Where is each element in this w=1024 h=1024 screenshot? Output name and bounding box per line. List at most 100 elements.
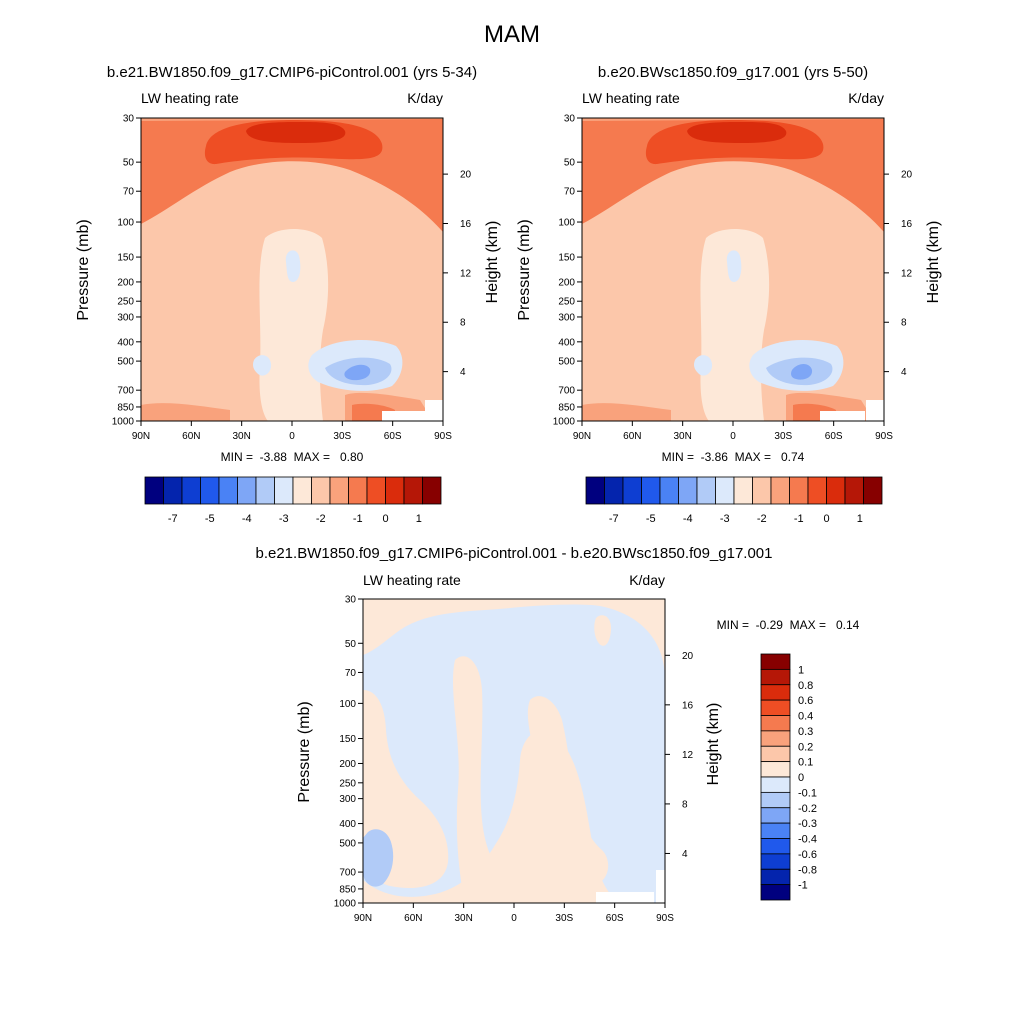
colorbar-label: -0.3 — [798, 818, 817, 830]
colorbar-swatch — [585, 476, 605, 505]
fill-top-edge — [141, 118, 443, 121]
colorbar-swatch — [604, 476, 624, 505]
colorbar-label: -5 — [205, 513, 215, 525]
colorbar-swatch — [274, 476, 294, 505]
colorbar-label: -7 — [168, 513, 178, 525]
colorbar-swatch — [348, 476, 368, 505]
colorbar-swatch — [760, 684, 791, 701]
y-tick-label: 700 — [339, 868, 356, 879]
colorbar-swatch — [760, 884, 791, 901]
y-tick-label: 150 — [558, 253, 575, 264]
y-right-tick-label: 4 — [901, 367, 907, 378]
colorbar: -7 -5 -4 -3 -2 -1 0 1 — [144, 476, 442, 525]
figure-title: MAM — [484, 21, 540, 48]
y-tick-label: 850 — [117, 402, 134, 413]
min-max-annotation: MIN = -3.88 MAX = 0.80 — [221, 450, 364, 464]
x-ticks: 90N 60N 30N 0 30S 60S 90S — [354, 903, 674, 924]
colorbar-swatch — [678, 476, 698, 505]
missing-data-edge — [656, 870, 665, 903]
colorbar-swatch — [760, 838, 791, 855]
colorbar-label: 1 — [857, 513, 863, 525]
y-right-tick-label: 8 — [901, 318, 907, 329]
x-tick-label: 90N — [132, 431, 150, 442]
colorbar-label: 0 — [823, 513, 829, 525]
colorbar-swatch — [760, 730, 791, 747]
colorbar-swatch — [760, 868, 791, 886]
y-tick-label: 400 — [558, 337, 575, 348]
y-tick-label: 150 — [339, 734, 356, 745]
x-tick-label: 90S — [656, 913, 674, 924]
colorbar-swatch — [752, 476, 772, 505]
y-tick-label: 100 — [558, 218, 575, 229]
y-ticks: 30 50 70 100 150 200 250 300 400 500 700 850 1000 — [553, 114, 582, 428]
y-tick-label: 300 — [339, 794, 356, 805]
colorbar-swatch — [641, 476, 661, 505]
colorbar-swatch — [760, 745, 791, 763]
colorbar-swatch — [163, 476, 183, 505]
colorbar-swatch — [237, 476, 257, 505]
x-tick-label: 30N — [673, 431, 691, 442]
y-tick-label: 70 — [564, 187, 576, 198]
contour-field — [141, 118, 443, 421]
colorbar-label: -0.6 — [798, 849, 817, 861]
colorbar-label: 0.3 — [798, 726, 813, 738]
colorbar-label: 0.4 — [798, 711, 813, 723]
colorbar-label: -1 — [353, 513, 363, 525]
fill-level-neg4 — [791, 364, 813, 380]
min-max-annotation: MIN = -0.29 MAX = 0.14 — [717, 618, 860, 632]
y-right-axis-label: Height (km) — [925, 221, 942, 304]
y-tick-label: 200 — [558, 277, 575, 288]
y-tick-label: 30 — [345, 595, 357, 606]
min-max-annotation: MIN = -3.86 MAX = 0.74 — [662, 450, 805, 464]
colorbar-swatch — [200, 476, 220, 505]
colorbar: -7 -5 -4 -3 -2 -1 0 1 — [585, 476, 883, 525]
x-tick-label: 90N — [573, 431, 591, 442]
y-right-tick-label: 8 — [460, 318, 466, 329]
y-tick-label: 850 — [339, 884, 356, 895]
right-label: K/day — [629, 572, 665, 588]
y-tick-label: 200 — [339, 759, 356, 770]
y-right-tick-label: 4 — [682, 849, 688, 860]
y-right-tick-label: 4 — [460, 367, 466, 378]
colorbar-label: -4 — [683, 513, 693, 525]
y-tick-label: 50 — [345, 639, 357, 650]
panel-difference: b.e21.BW1850.f09_g17.CMIP6-piControl.001… — [255, 545, 859, 924]
colorbar-swatch — [760, 853, 791, 870]
colorbar-swatch — [659, 476, 679, 505]
x-tick-label: 30S — [774, 431, 792, 442]
x-tick-label: 30S — [555, 913, 573, 924]
x-tick-label: 30S — [333, 431, 351, 442]
x-tick-label: 60S — [825, 431, 843, 442]
colorbar-label: -5 — [646, 513, 656, 525]
y-tick-label: 400 — [339, 819, 356, 830]
colorbar-swatch — [760, 776, 791, 793]
colorbar-swatch — [760, 791, 791, 809]
y-tick-label: 250 — [117, 297, 134, 308]
colorbar-swatch — [789, 476, 809, 505]
y-tick-label: 250 — [558, 297, 575, 308]
y-ticks: 30 50 70 100 150 200 250 300 400 500 700 850 1000 — [334, 595, 363, 910]
y-right-tick-label: 20 — [901, 170, 913, 181]
colorbar-swatch — [760, 653, 791, 670]
colorbar-label: -3 — [720, 513, 730, 525]
left-label: LW heating rate — [363, 572, 461, 588]
colorbar-label: -1 — [794, 513, 804, 525]
x-tick-label: 90S — [434, 431, 452, 442]
colorbar-swatch — [760, 715, 791, 732]
y-axis-label: Pressure (mb) — [296, 701, 313, 802]
y-tick-label: 200 — [117, 277, 134, 288]
fill-level-0p5 — [687, 122, 787, 143]
y-right-tick-label: 20 — [682, 651, 694, 662]
fill-level-neg0p2 — [363, 829, 394, 887]
y-tick-label: 70 — [345, 668, 357, 679]
colorbar-label: -0.2 — [798, 803, 817, 815]
colorbar-label: -7 — [609, 513, 619, 525]
x-tick-label: 90S — [875, 431, 893, 442]
x-tick-label: 60S — [384, 431, 402, 442]
colorbar-swatch — [366, 476, 386, 505]
panel-control: b.e21.BW1850.f09_g17.CMIP6-piControl.001… — [75, 64, 501, 525]
colorbar-swatch — [863, 476, 883, 505]
missing-data — [382, 411, 425, 421]
y-tick-label: 30 — [123, 114, 135, 125]
